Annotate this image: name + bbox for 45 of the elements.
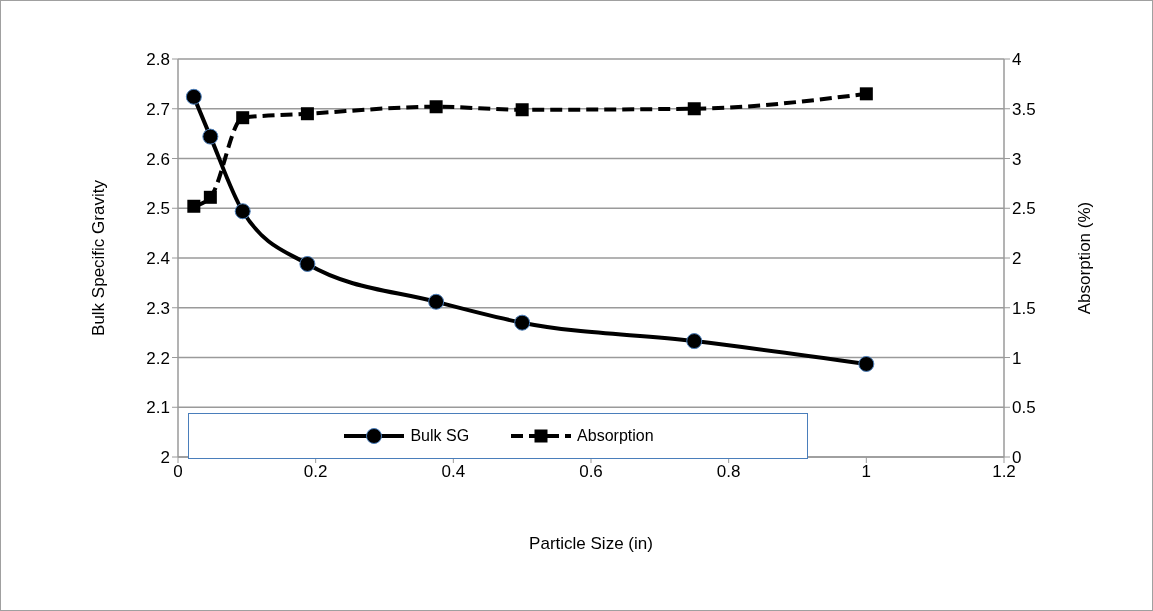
point	[300, 107, 314, 121]
x-tick-label: 0.4	[441, 462, 466, 482]
y-tick-label: 2.2	[146, 348, 170, 368]
y2-tick-label: 3.5	[1012, 99, 1036, 119]
y-tick-label: 2.6	[146, 149, 170, 169]
y-tick-label: 2.3	[146, 298, 170, 318]
point	[202, 128, 219, 145]
y-tick-label: 2.1	[146, 398, 170, 418]
y-tick-label: 2	[160, 448, 170, 468]
x-tick-label: 1.2	[992, 462, 1016, 482]
y2-tick-label: 2.5	[1012, 199, 1036, 219]
point	[429, 100, 443, 114]
point	[185, 88, 202, 105]
y2-tick-label: 3	[1012, 149, 1022, 169]
y-tick-label: 2.7	[146, 99, 170, 119]
point	[859, 87, 873, 101]
y2-tick-label: 2	[1012, 249, 1022, 269]
x-tick-label: 0	[173, 462, 183, 482]
y2-tick-label: 4	[1012, 50, 1022, 70]
point	[236, 111, 250, 125]
y-tick-label: 2.4	[146, 249, 170, 269]
x-tick-label: 0.6	[579, 462, 603, 482]
point	[187, 199, 201, 213]
y-tick-label: 2.8	[146, 50, 170, 70]
y2-tick-label: 1.5	[1012, 298, 1036, 318]
y-tick-label: 2.5	[146, 199, 170, 219]
point	[299, 255, 316, 272]
y2-tick-label: 1	[1012, 348, 1022, 368]
y2-tick-label: 0.5	[1012, 398, 1036, 418]
y-axis-title: Bulk Specific Gravity	[89, 179, 109, 336]
point	[234, 203, 251, 220]
point	[686, 333, 703, 350]
x-axis-title: Particle Size (in)	[529, 534, 653, 553]
y2-axis-title: Absorption (%)	[1075, 201, 1095, 315]
point	[203, 190, 217, 204]
x-tick-label: 0.8	[716, 462, 741, 482]
point	[858, 355, 875, 372]
x-tick-label: 1	[861, 462, 872, 482]
point	[687, 102, 701, 116]
x-tick-label: 0.2	[303, 462, 328, 482]
legend-label: Absorption	[577, 427, 654, 445]
point	[428, 293, 445, 310]
legend-label: Bulk SG	[410, 427, 470, 445]
point	[514, 314, 531, 331]
point	[515, 103, 529, 117]
